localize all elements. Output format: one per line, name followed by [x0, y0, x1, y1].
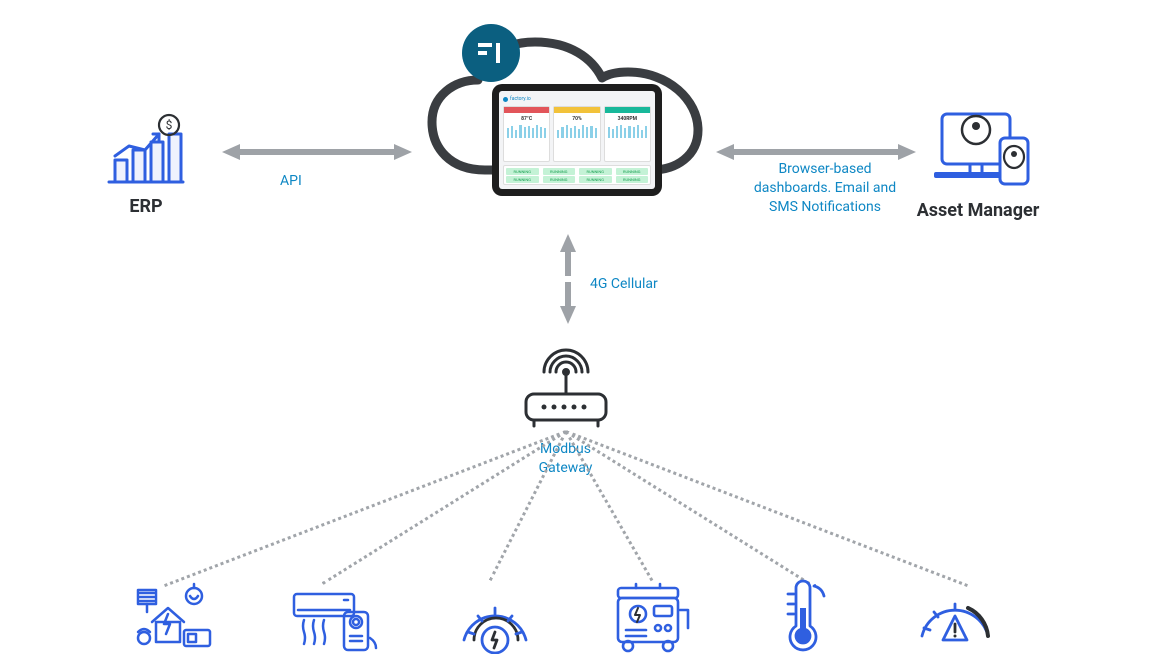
- dash-card-2: 70%: [553, 106, 600, 162]
- dashboard-footer: RUNNINGRUNNING RUNNINGRUNNING RUNNINGRUN…: [503, 165, 651, 185]
- arrow-erp-cloud: [222, 140, 412, 158]
- diagram-canvas: $ ERP factory.io: [0, 0, 1176, 664]
- device-smart-energy: [130, 582, 220, 658]
- warning-gauge-icon: [912, 590, 998, 650]
- dash-card-3: 340RPM: [604, 106, 651, 162]
- smart-energy-icon: [130, 582, 220, 654]
- dash-card-1: 87°C: [503, 106, 550, 162]
- power-gauge-icon: [454, 590, 536, 654]
- generator-icon: [608, 580, 694, 656]
- dotted-line-2: [322, 430, 567, 585]
- dash-card-2-title: 70%: [557, 116, 596, 122]
- dash-card-3-title: 340RPM: [608, 116, 647, 122]
- asset-manager-node: Asset Manager: [930, 100, 1040, 221]
- erp-label: ERP: [100, 196, 192, 217]
- device-thermometer: [774, 578, 830, 660]
- asset-manager-icon: [930, 100, 1040, 192]
- arrow-cloud-gateway: [556, 234, 574, 324]
- device-gauge: [454, 590, 536, 658]
- browser-link-label: Browser-based dashboards. Email and SMS …: [740, 160, 910, 217]
- dashboard-cards-row: 87°C 70% 340RPM: [503, 106, 651, 162]
- arrow-cloud-asset: [716, 140, 916, 158]
- dotted-line-6: [565, 430, 968, 587]
- svg-text:$: $: [166, 118, 173, 132]
- tablet-frame: factory.io 87°C 70%: [492, 84, 662, 196]
- dotted-line-5: [565, 430, 810, 585]
- device-hvac: [288, 586, 382, 660]
- erp-chart-icon: $: [101, 112, 191, 192]
- thermometer-icon: [774, 578, 830, 656]
- api-link-label: API: [280, 172, 302, 191]
- asset-manager-label: Asset Manager: [916, 200, 1040, 221]
- gateway-router-icon: [508, 336, 623, 434]
- device-generator: [608, 580, 694, 660]
- brand-badge: [462, 24, 520, 82]
- device-warning-gauge: [912, 590, 998, 654]
- cellular-link-label: 4G Cellular: [590, 275, 658, 294]
- dashboard-screen: factory.io 87°C 70%: [499, 91, 655, 189]
- dash-card-1-title: 87°C: [507, 116, 546, 122]
- dotted-line-1: [164, 430, 567, 587]
- cloud-node: factory.io 87°C 70%: [420, 30, 710, 209]
- erp-node: $ ERP: [100, 112, 192, 217]
- brand-logo-icon: [476, 41, 506, 65]
- hvac-icon: [288, 586, 382, 656]
- dashboard-header: factory.io: [503, 95, 651, 103]
